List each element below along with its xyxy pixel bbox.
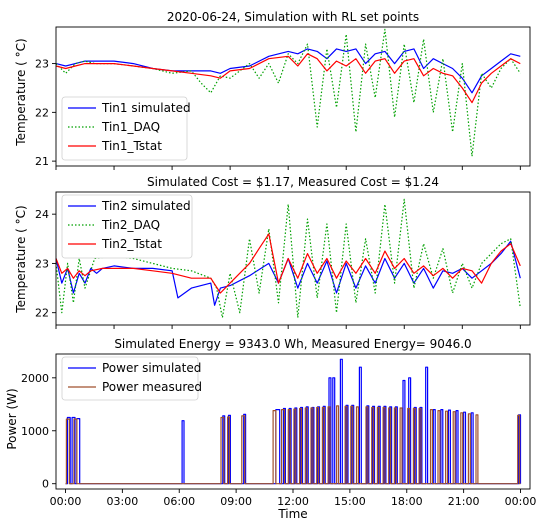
panel-3-ylabel: Power (W) [5,388,19,449]
panel-1-ylabel: Temperature ( °C) [14,38,28,146]
y-tick-label: 0 [42,478,49,491]
series-tin2-tstat-line [55,233,521,294]
x-tick-label: 21:00 [448,495,480,508]
legend-label-tin1-tstat: Tin1_Tstat [101,139,162,153]
x-tick-label: 06:00 [163,495,195,508]
top-temperature-panel: 2020-06-24, Simulation with RL set point… [14,10,531,170]
panel-2-tick-layer: 22 23 24 [35,208,521,329]
panel-3-xlabel: Time [277,507,307,521]
middle-temperature-panel: Simulated Cost = $1.17, Measured Cost = … [14,175,531,329]
panel-3-frame [55,353,531,490]
y-tick-label: 24 [35,208,49,221]
panel-2-legend: Tin2 simulated Tin2_DAQ Tin2_Tstat [61,194,193,259]
power-panel: Simulated Energy = 9343.0 Wh, Measured E… [5,337,536,521]
panel-2-legend-box [61,194,193,259]
panel-3-legend: Power simulated Power measured [61,356,202,401]
panel-1-frame [55,26,531,167]
y-tick-label: 1000 [21,425,49,438]
panel-1-title: 2020-06-24, Simulation with RL set point… [167,10,419,24]
y-tick-label: 23 [35,257,49,270]
panel-3-title: Simulated Energy = 9343.0 Wh, Measured E… [114,337,471,351]
panel-1-series-layer [55,28,521,157]
panel-2-frame [55,191,531,326]
panel-1-legend-box [61,96,188,161]
legend-label-tin2-daq: Tin2_DAQ [101,218,160,232]
series-power-measured-line [65,405,521,485]
legend-label-tin1-daq: Tin1_DAQ [101,120,160,134]
panel-1-tick-layer: 21 22 23 [35,58,521,170]
x-tick-label: 18:00 [391,495,423,508]
legend-label-tin1-simulated: Tin1 simulated [101,101,191,115]
panel-2-ylabel: Temperature ( °C) [14,205,28,313]
y-tick-label: 23 [35,58,49,71]
legend-label-tin2-tstat: Tin2_Tstat [101,237,162,251]
series-tin1-tstat-line [55,53,521,104]
panel-3-series-layer [65,358,522,485]
panel-1-legend: Tin1 simulated Tin1_DAQ Tin1_Tstat [61,96,191,161]
legend-label-power-measured: Power measured [102,380,202,394]
legend-label-tin2-simulated: Tin2 simulated [101,199,191,213]
x-tick-label: 03:00 [107,495,139,508]
panel-3-tick-layer: 0 1000 2000 00:00 03:00 06:00 09:00 12:00 15:00 1… [21,372,536,508]
x-tick-label: 00:00 [50,495,82,508]
x-tick-label: 00:00 [505,495,537,508]
series-tin1-simulated-line [55,48,521,94]
x-tick-label: 12:00 [277,495,309,508]
legend-label-power-simulated: Power simulated [102,361,201,375]
panel-2-title: Simulated Cost = $1.17, Measured Cost = … [147,175,439,189]
y-tick-label: 21 [35,155,49,168]
y-tick-label: 22 [35,106,49,119]
y-tick-label: 22 [35,307,49,320]
y-tick-label: 2000 [21,372,49,385]
x-tick-label: 09:00 [220,495,252,508]
x-tick-label: 15:00 [334,495,366,508]
